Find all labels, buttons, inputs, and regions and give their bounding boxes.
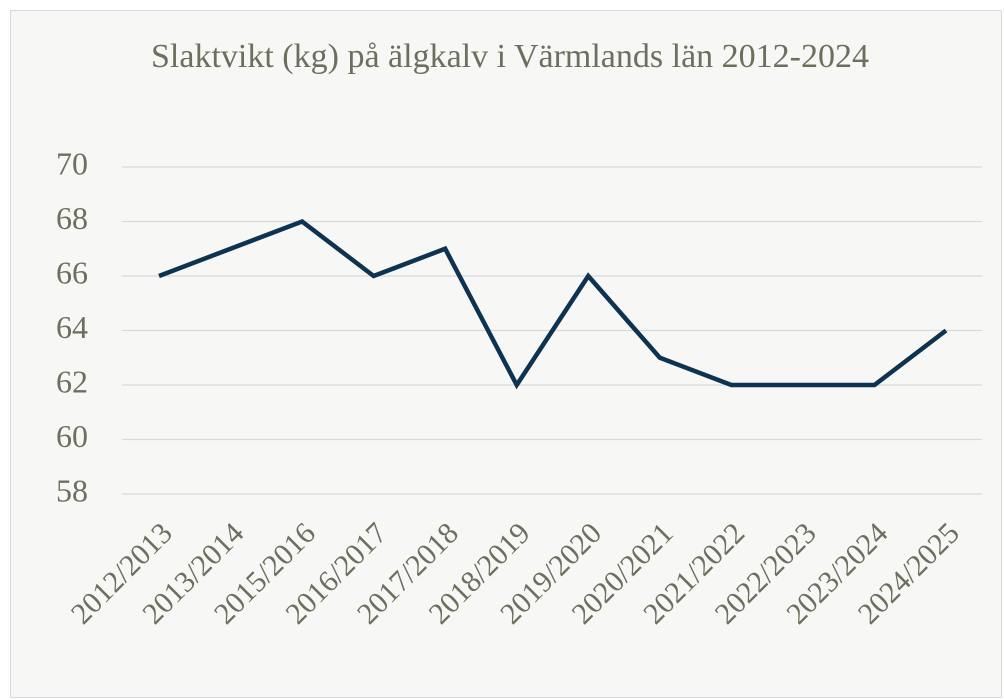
data-line <box>158 218 948 390</box>
y-tick-label: 58 <box>56 472 88 508</box>
y-tick-label: 64 <box>56 309 88 345</box>
chart-title: Slaktvikt (kg) på älgkalv i Värmlands lä… <box>151 38 869 75</box>
chart-area <box>10 10 1002 698</box>
y-tick-label: 62 <box>56 363 88 399</box>
y-tick-label: 70 <box>56 145 88 181</box>
y-tick-label: 68 <box>56 200 88 236</box>
y-tick-label: 60 <box>56 418 88 454</box>
y-tick-label: 66 <box>56 254 88 290</box>
